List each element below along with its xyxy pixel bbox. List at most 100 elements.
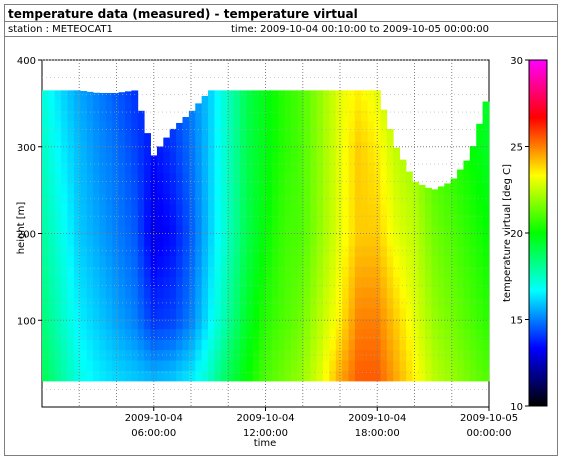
heatmap-cell: [195, 266, 203, 278]
heatmap-cell: [150, 287, 158, 299]
heatmap-cell: [54, 235, 62, 247]
heatmap-cell: [169, 204, 177, 215]
heatmap-cell: [131, 318, 139, 330]
heatmap-cell: [201, 276, 209, 288]
heatmap-cell: [482, 308, 490, 319]
heatmap-cell: [169, 214, 177, 226]
heatmap-cell: [252, 99, 260, 111]
grid-lines: [42, 59, 489, 407]
heatmap-cell: [431, 370, 439, 382]
heatmap-cell: [80, 235, 88, 247]
heatmap-cell: [354, 131, 362, 142]
heatmap-cell: [156, 256, 164, 267]
heatmap-cell: [335, 287, 343, 299]
heatmap-cell: [214, 162, 222, 174]
heatmap-cell: [73, 245, 81, 257]
heatmap-cell: [278, 151, 286, 163]
heatmap-cell: [220, 90, 228, 101]
heatmap-cell: [405, 172, 413, 184]
heatmap-cell: [482, 151, 490, 163]
heatmap-cell: [112, 308, 120, 319]
heatmap-cell: [361, 287, 369, 299]
heatmap-cell: [42, 99, 49, 111]
heatmap-cell: [99, 204, 107, 215]
heatmap-cell: [54, 204, 62, 215]
heatmap-cell: [476, 151, 484, 163]
heatmap-cell: [54, 120, 62, 132]
heatmap-cell: [335, 339, 343, 351]
heatmap-cell: [329, 183, 337, 194]
heatmap-cell: [188, 360, 196, 371]
heatmap-cell: [86, 266, 94, 278]
heatmap-cell: [310, 235, 317, 247]
heatmap-cell: [252, 318, 260, 330]
heatmap-cell: [73, 110, 81, 122]
heatmap-cell: [431, 339, 439, 351]
heatmap-cell: [201, 131, 209, 142]
heatmap-cell: [348, 224, 356, 236]
heatmap-cell: [265, 131, 273, 142]
heatmap-cell: [144, 245, 151, 257]
heatmap-cell: [176, 287, 183, 299]
heatmap-cell: [418, 214, 426, 226]
heatmap-cell: [201, 99, 209, 111]
heatmap-cell: [182, 162, 190, 174]
heatmap-cell: [118, 370, 126, 382]
heatmap-cell: [380, 183, 388, 194]
heatmap-cell: [233, 235, 241, 247]
heatmap-cell: [208, 183, 215, 194]
heatmap-cell: [291, 151, 298, 163]
heatmap-cell: [42, 328, 49, 340]
heatmap-cell: [335, 360, 343, 371]
heatmap-cell: [48, 162, 56, 174]
heatmap-cell: [188, 297, 196, 309]
heatmap-cell: [469, 172, 477, 184]
heatmap-cell: [399, 204, 407, 215]
heatmap-cell: [48, 131, 56, 142]
heatmap-cell: [354, 328, 362, 340]
heatmap-cell: [246, 360, 254, 371]
heatmap-cell: [220, 162, 228, 174]
heatmap-cell: [112, 110, 120, 122]
heatmap-cell: [42, 339, 49, 351]
heatmap-cell: [105, 266, 113, 278]
heatmap-cell: [316, 266, 324, 278]
heatmap-cell: [278, 245, 286, 257]
heatmap-cell: [259, 276, 266, 288]
heatmap-cell: [354, 370, 362, 382]
heatmap-cell: [61, 256, 68, 267]
heatmap-cell: [188, 287, 196, 299]
heatmap-cell: [201, 349, 209, 361]
heatmap-cell: [246, 214, 254, 226]
heatmap-cell: [61, 120, 68, 132]
heatmap-cell: [322, 370, 330, 382]
colorbar-tick-label: 30: [510, 56, 523, 67]
heatmap-cell: [386, 287, 394, 299]
heatmap-cell: [246, 328, 254, 340]
heatmap-cell: [444, 204, 452, 215]
heatmap-cell: [361, 266, 369, 278]
heatmap-cell: [118, 328, 126, 340]
heatmap-cell: [54, 99, 62, 111]
heatmap-cell: [342, 214, 349, 226]
heatmap-cell: [348, 256, 356, 267]
x-tick-label-date: 2009-10-05: [460, 413, 518, 424]
heatmap-cell: [86, 151, 94, 163]
heatmap-cell: [329, 349, 337, 361]
heatmap-cell: [374, 339, 381, 351]
heatmap-cell: [405, 349, 413, 361]
heatmap-cell: [227, 256, 234, 267]
heatmap-cell: [131, 339, 139, 351]
heatmap-cell: [42, 90, 49, 101]
heatmap-cell: [195, 318, 203, 330]
heatmap-cell: [201, 193, 209, 205]
heatmap-cell: [393, 193, 400, 205]
heatmap-cell: [208, 141, 215, 153]
heatmap-cell: [131, 131, 139, 142]
heatmap-cell: [361, 99, 369, 111]
heatmap-cell: [380, 297, 388, 309]
heatmap-cell: [93, 318, 100, 330]
heatmap-cell: [444, 183, 452, 194]
heatmap-cell: [176, 297, 183, 309]
heatmap-cell: [54, 318, 62, 330]
